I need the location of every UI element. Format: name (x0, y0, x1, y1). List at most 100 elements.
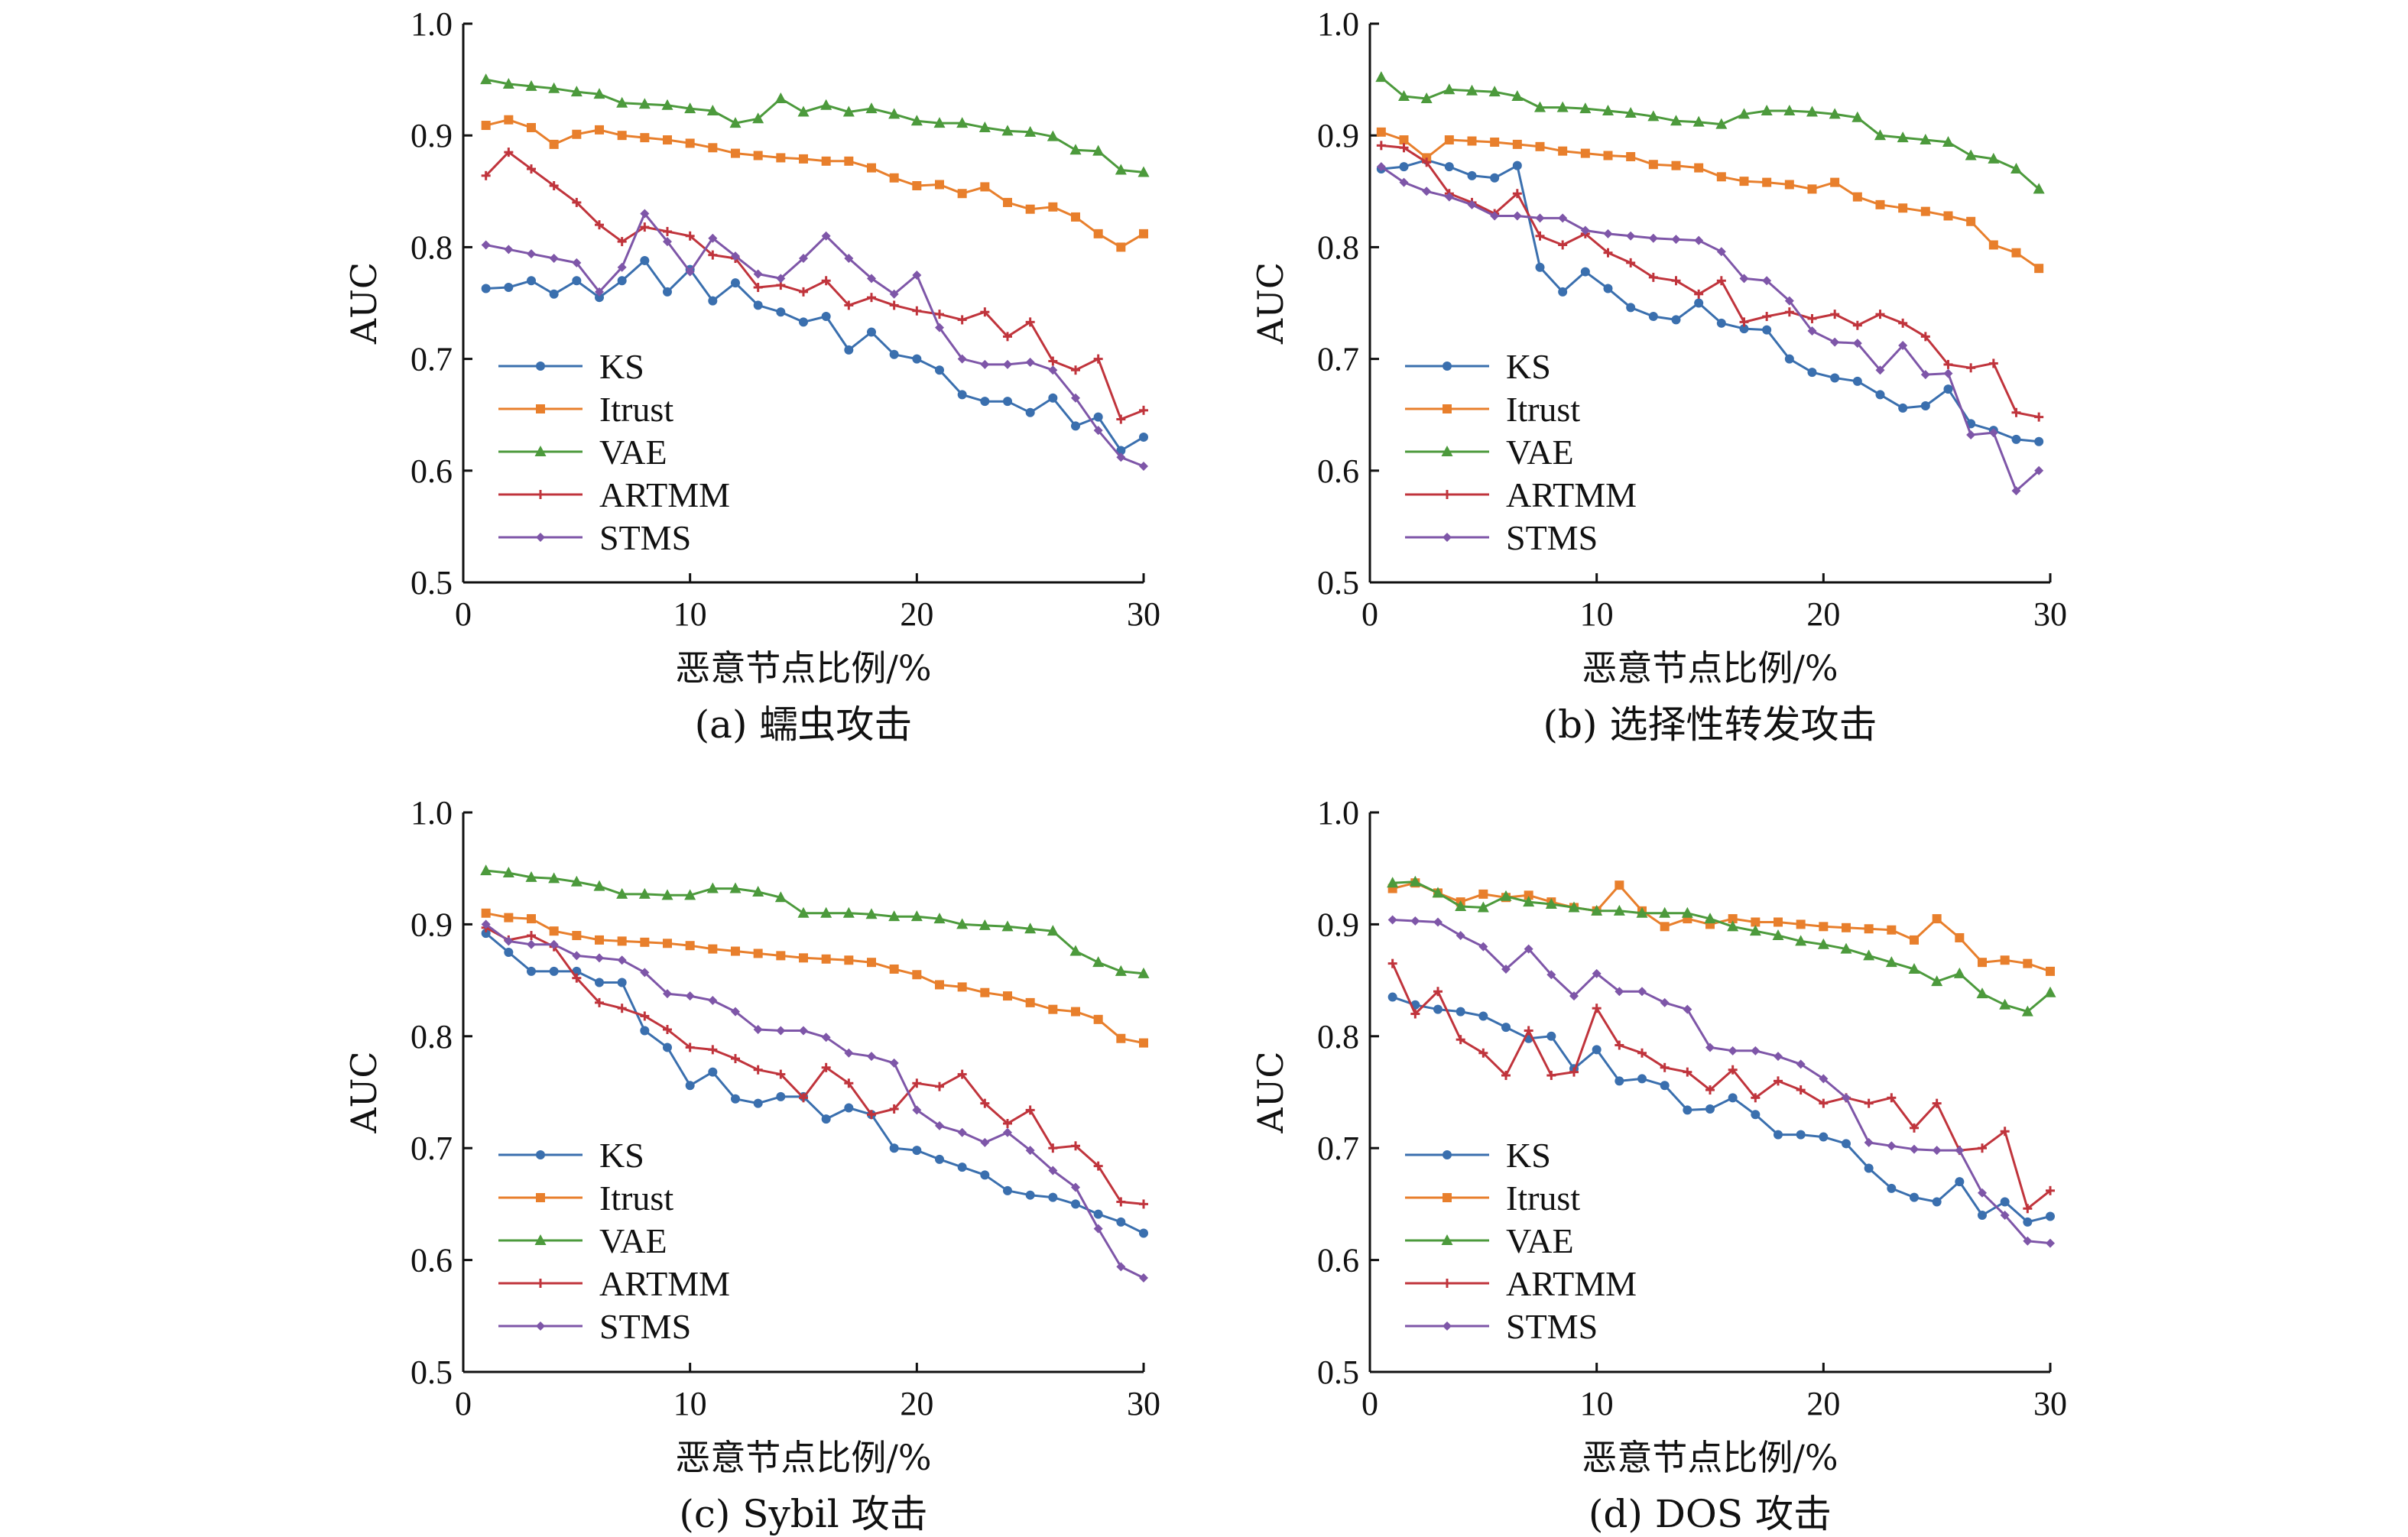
data-point-itrust (1988, 240, 1998, 250)
data-point-itrust (595, 935, 604, 945)
data-point-stms (912, 270, 922, 280)
legend-marker (536, 1321, 545, 1331)
data-point-itrust (595, 125, 604, 135)
data-point-ks (912, 1146, 922, 1156)
data-point-ks (1875, 390, 1885, 400)
data-point-artmm (504, 148, 514, 157)
data-point-vae (910, 910, 923, 922)
data-point-stms (1978, 1188, 1987, 1198)
data-point-ks (957, 390, 967, 400)
data-point-stms (776, 1026, 786, 1036)
data-point-ks (1048, 393, 1058, 403)
data-point-vae (1681, 906, 1693, 918)
data-point-ks (1648, 312, 1658, 322)
data-point-ks (1796, 1130, 1806, 1140)
data-point-ks (1501, 1023, 1511, 1033)
data-point-artmm (640, 1011, 650, 1021)
data-point-artmm (1751, 1093, 1761, 1103)
data-point-vae (1511, 90, 1524, 102)
data-point-itrust (572, 129, 582, 139)
data-point-stms (1784, 296, 1794, 306)
data-point-itrust (504, 913, 514, 923)
data-point-artmm (1512, 189, 1522, 199)
x-axis-label: 恶意节点比例/% (1582, 647, 1838, 689)
data-point-artmm (1387, 958, 1397, 968)
data-point-itrust (912, 180, 922, 190)
data-point-ks (1762, 325, 1772, 335)
data-point-artmm (867, 293, 876, 303)
data-point-itrust (1875, 199, 1885, 209)
data-point-ks (1139, 1228, 1148, 1238)
data-point-stms (685, 267, 695, 277)
data-point-artmm (1920, 332, 1930, 342)
data-point-artmm (1739, 317, 1749, 327)
legend-label: Itrust (1506, 1179, 1580, 1218)
data-point-vae (842, 105, 855, 117)
data-point-itrust (617, 936, 627, 946)
data-point-artmm (1830, 310, 1840, 319)
data-point-itrust (1003, 197, 1012, 207)
data-point-vae (1001, 125, 1014, 136)
chart-panel-1: 0.5 0.6 0.7 0.8 0.9 1.0 0 10 20 30 恶意节点比例/% AUC (a) … (343, 5, 1160, 747)
data-point-stms (1139, 1273, 1148, 1283)
data-point-ks (1467, 170, 1477, 180)
data-point-vae (1115, 965, 1127, 976)
data-point-ks (1955, 1177, 1965, 1187)
series-line-artmm (1381, 144, 2040, 419)
legend-marker (1441, 1234, 1453, 1245)
data-point-vae (502, 867, 514, 878)
data-point-itrust (980, 987, 990, 997)
series-line-itrust (1392, 881, 2051, 973)
legend-marker (536, 404, 545, 413)
data-point-itrust (1580, 148, 1590, 158)
data-point-vae (616, 96, 628, 108)
data-point-vae (1047, 130, 1059, 141)
data-point-artmm (799, 287, 808, 297)
data-point-artmm (549, 180, 559, 190)
data-point-itrust (1762, 177, 1772, 187)
data-point-itrust (663, 939, 672, 948)
data-point-artmm (889, 1104, 899, 1114)
data-point-vae (1115, 164, 1127, 175)
data-point-ks (1580, 267, 1590, 277)
legend-marker (1443, 1321, 1452, 1331)
data-point-artmm (935, 1081, 944, 1091)
data-point-artmm (1910, 1123, 1919, 1133)
data-point-stms (1705, 1043, 1715, 1052)
data-point-vae (570, 86, 583, 97)
y-tick-label: 0.5 (411, 564, 453, 602)
data-point-vae (1477, 901, 1489, 913)
data-point-itrust (1852, 192, 1862, 202)
data-point-itrust (1093, 1014, 1103, 1024)
data-point-ks (617, 978, 627, 987)
data-point-vae (865, 102, 878, 114)
data-point-vae (525, 871, 537, 882)
data-point-itrust (957, 982, 967, 992)
data-point-artmm (1774, 1076, 1783, 1086)
series-line-vae (1392, 880, 2051, 1013)
data-point-artmm (1399, 143, 1409, 153)
data-point-stms (1444, 192, 1454, 202)
legend-label: STMS (599, 518, 691, 557)
data-point-ks (1490, 173, 1500, 183)
data-point-itrust (2000, 955, 2010, 965)
data-point-artmm (1139, 1199, 1148, 1209)
data-point-itrust (1071, 212, 1080, 222)
data-point-vae (1432, 887, 1444, 898)
y-tick-label: 0.8 (1317, 229, 1359, 266)
data-point-artmm (980, 307, 990, 317)
legend-label: Itrust (1506, 390, 1580, 429)
data-point-ks (753, 1098, 763, 1108)
data-point-vae (1613, 904, 1625, 916)
data-point-ks (1071, 1199, 1080, 1209)
x-tick-label: 20 (1806, 595, 1840, 633)
data-point-ks (1910, 1192, 1919, 1202)
x-axis-label: 恶意节点比例/% (1582, 1437, 1838, 1478)
data-point-artmm (799, 1093, 808, 1103)
legend-marker (1443, 362, 1452, 371)
data-point-itrust (1774, 917, 1783, 927)
data-point-artmm (1071, 365, 1080, 375)
data-point-artmm (1048, 1143, 1058, 1153)
x-tick-label: 30 (1127, 1385, 1160, 1422)
